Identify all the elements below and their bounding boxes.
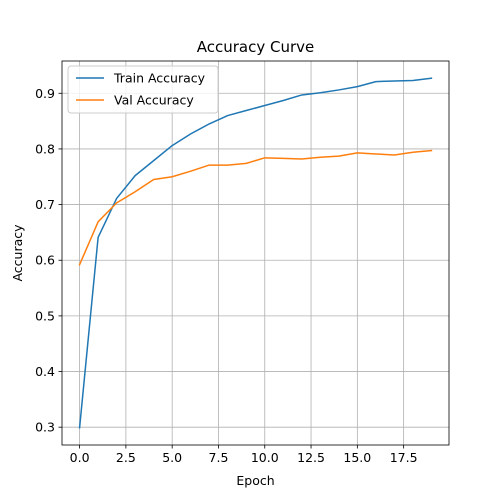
x-tick-label: 7.5 — [209, 450, 229, 465]
y-tick-label: 0.8 — [35, 141, 55, 156]
series-line-val-accuracy — [78, 149, 433, 266]
tick-labels: 0.0 2.5 5.0 7.5 10.0 12.5 15.0 17.5 0.3 0.4 0.5 0.6… — [35, 86, 417, 465]
y-tick-label: 0.7 — [35, 197, 55, 212]
y-tick-label: 0.9 — [35, 86, 55, 101]
legend-label-val: Val Accuracy — [114, 93, 194, 108]
series-line-train-accuracy — [78, 77, 433, 429]
chart-title: Accuracy Curve — [197, 38, 315, 56]
grid — [62, 61, 449, 445]
x-tick-label: 5.0 — [162, 450, 182, 465]
x-tick-label: 0.0 — [70, 450, 90, 465]
x-tick-label: 15.0 — [343, 450, 371, 465]
series-lines — [78, 77, 433, 429]
plot-frame — [61, 60, 450, 446]
y-tick-label: 0.4 — [35, 364, 55, 379]
legend-box — [67, 65, 219, 114]
legend: Train Accuracy Val Accuracy — [67, 65, 219, 114]
x-tick-label: 17.5 — [390, 450, 418, 465]
x-tick-label: 10.0 — [251, 450, 279, 465]
x-axis-label: Epoch — [236, 473, 274, 488]
y-tick-label: 0.5 — [35, 308, 55, 323]
y-tick-label: 0.3 — [35, 420, 55, 435]
x-tick-label: 2.5 — [116, 450, 136, 465]
legend-label-train: Train Accuracy — [113, 71, 206, 86]
x-tick-label: 12.5 — [297, 450, 325, 465]
y-axis-label: Accuracy — [10, 224, 25, 282]
ticks — [58, 92, 405, 449]
y-tick-label: 0.6 — [35, 253, 55, 268]
